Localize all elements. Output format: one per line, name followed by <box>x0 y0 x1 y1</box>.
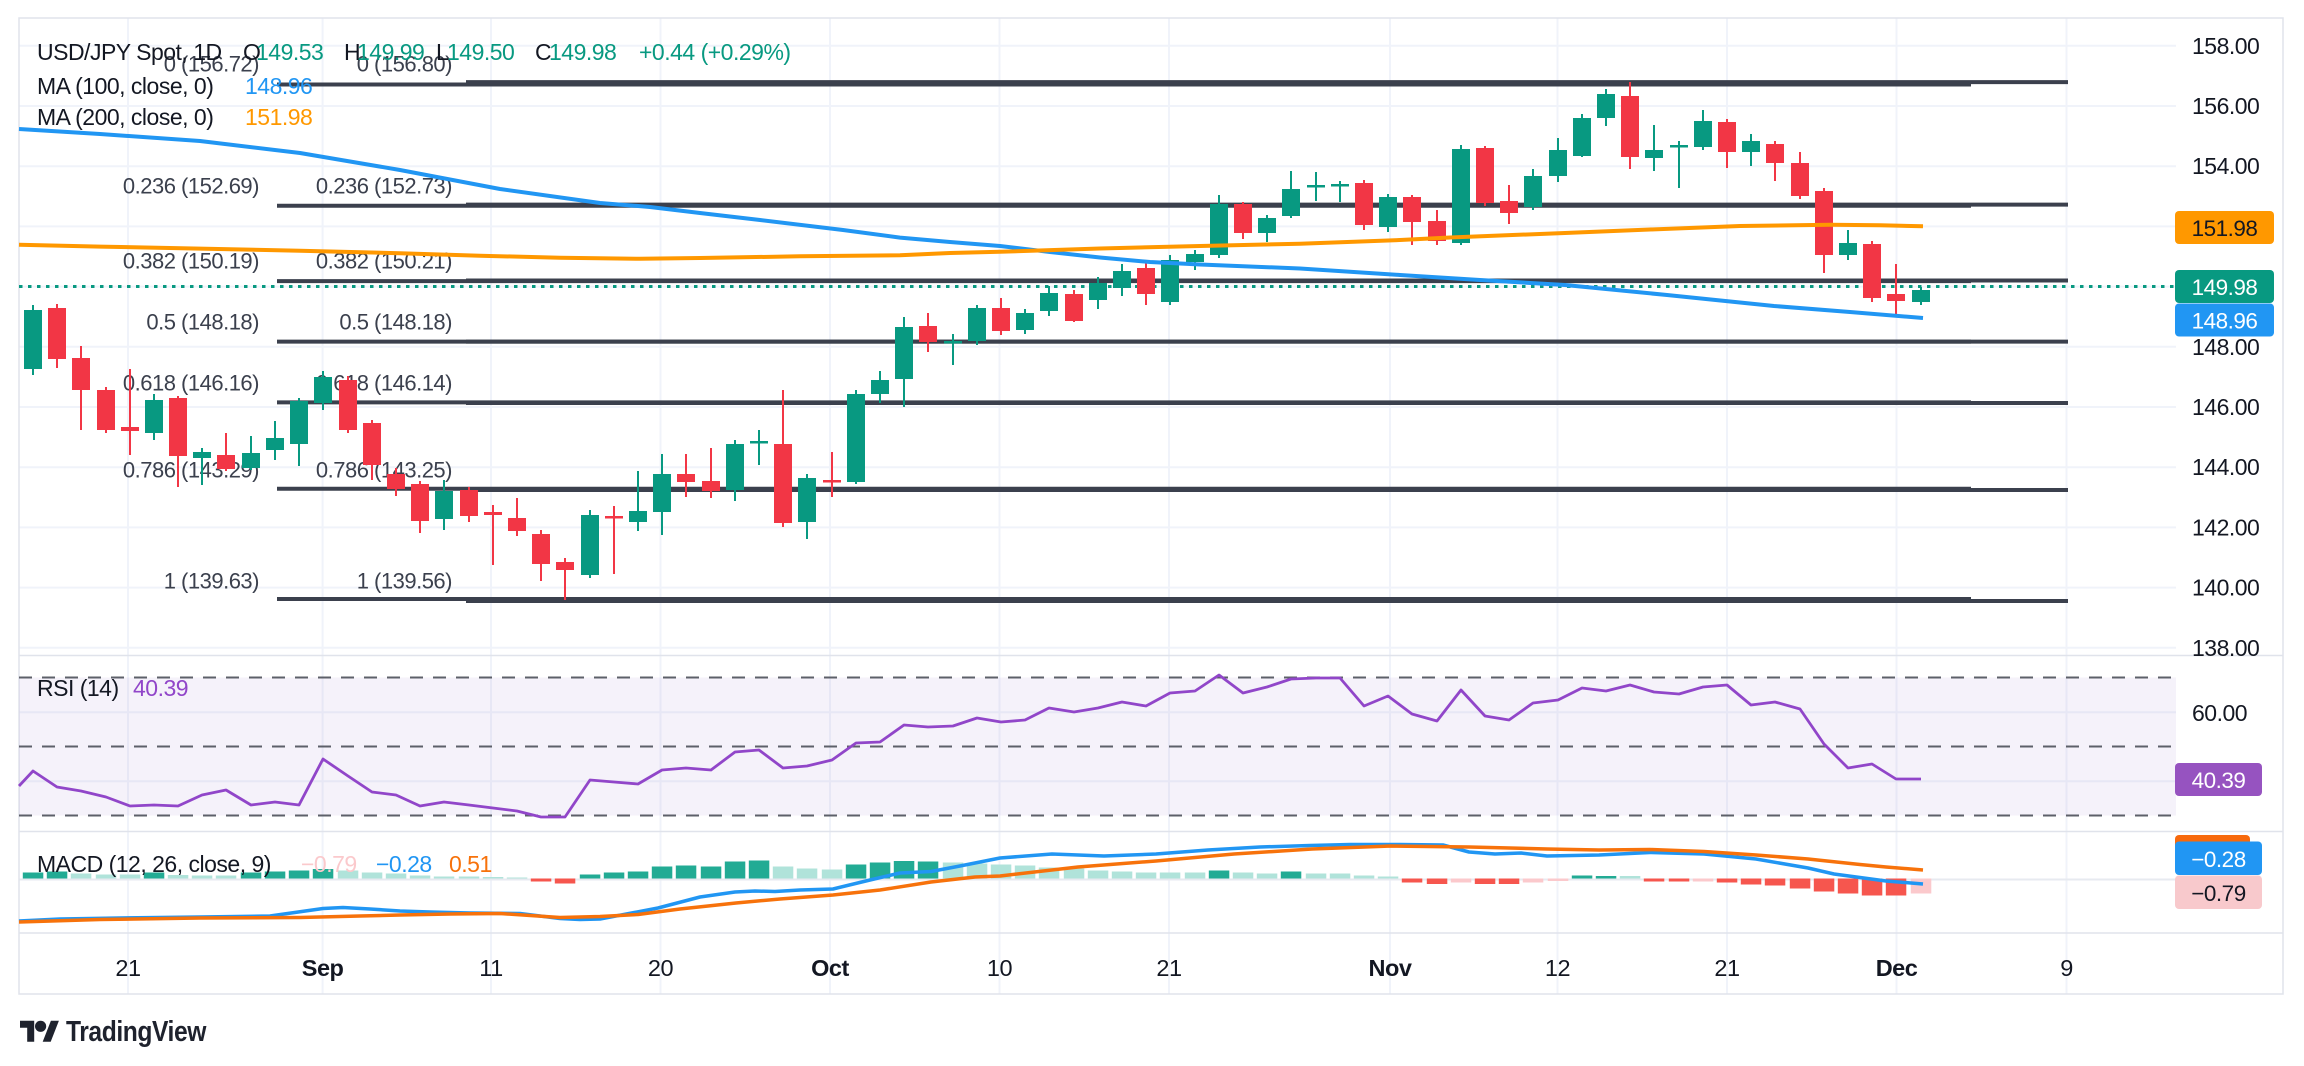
svg-text:MA (100, close, 0): MA (100, close, 0) <box>37 73 213 99</box>
svg-text:154.00: 154.00 <box>2192 153 2259 179</box>
svg-text:1 (139.56): 1 (139.56) <box>357 569 452 594</box>
svg-text:148.96: 148.96 <box>245 73 312 99</box>
svg-text:149.99: 149.99 <box>357 39 424 65</box>
svg-text:1 (139.63): 1 (139.63) <box>164 569 259 594</box>
svg-text:0.5 (148.18): 0.5 (148.18) <box>339 310 452 335</box>
svg-text:+0.44 (+0.29%): +0.44 (+0.29%) <box>639 39 791 65</box>
svg-text:40.39: 40.39 <box>2192 768 2246 793</box>
svg-text:148.96: 148.96 <box>2192 309 2258 334</box>
svg-text:TradingView: TradingView <box>66 1016 207 1048</box>
svg-text:12: 12 <box>1545 955 1570 981</box>
svg-text:L: L <box>436 39 449 65</box>
svg-text:0 (156.80): 0 (156.80) <box>357 52 452 77</box>
svg-text:10: 10 <box>987 955 1013 981</box>
svg-text:138.00: 138.00 <box>2192 635 2259 661</box>
svg-text:−0.79: −0.79 <box>2191 881 2245 906</box>
svg-text:H: H <box>344 39 360 65</box>
svg-text:0.618 (146.14): 0.618 (146.14) <box>316 371 452 396</box>
svg-text:−0.79: −0.79 <box>301 851 357 877</box>
svg-text:Oct: Oct <box>811 955 849 981</box>
svg-text:Dec: Dec <box>1876 955 1918 981</box>
svg-text:−0.28: −0.28 <box>376 851 432 877</box>
svg-text:149.98: 149.98 <box>2192 275 2258 300</box>
svg-text:0 (156.72): 0 (156.72) <box>164 52 259 77</box>
svg-text:C: C <box>535 39 551 65</box>
svg-text:MA (200, close, 0): MA (200, close, 0) <box>37 104 213 130</box>
svg-text:149.98: 149.98 <box>549 39 616 65</box>
svg-text:21: 21 <box>1156 955 1181 981</box>
svg-text:Nov: Nov <box>1369 955 1412 981</box>
svg-text:USD/JPY Spot, 1D: USD/JPY Spot, 1D <box>37 39 222 65</box>
svg-text:O: O <box>243 39 260 65</box>
svg-text:60.00: 60.00 <box>2192 700 2247 726</box>
svg-text:144.00: 144.00 <box>2192 454 2259 480</box>
svg-text:21: 21 <box>115 955 140 981</box>
svg-text:142.00: 142.00 <box>2192 514 2259 540</box>
svg-text:156.00: 156.00 <box>2192 93 2259 119</box>
svg-text:149.50: 149.50 <box>447 39 514 65</box>
svg-text:151.98: 151.98 <box>245 104 312 130</box>
svg-text:0.786 (143.29): 0.786 (143.29) <box>123 458 259 483</box>
svg-text:Sep: Sep <box>302 955 344 981</box>
svg-text:0.51: 0.51 <box>449 851 492 877</box>
svg-text:0.618 (146.16): 0.618 (146.16) <box>123 371 259 396</box>
svg-text:11: 11 <box>479 955 502 981</box>
svg-text:149.53: 149.53 <box>256 39 323 65</box>
svg-text:−0.28: −0.28 <box>2191 847 2245 872</box>
svg-text:146.00: 146.00 <box>2192 394 2259 420</box>
svg-text:9: 9 <box>2060 955 2073 981</box>
svg-text:MACD (12, 26, close, 9): MACD (12, 26, close, 9) <box>37 851 271 877</box>
svg-text:0.786 (143.25): 0.786 (143.25) <box>316 458 452 483</box>
svg-text:20: 20 <box>648 955 674 981</box>
svg-text:RSI (14): RSI (14) <box>37 675 119 701</box>
svg-text:148.00: 148.00 <box>2192 334 2259 360</box>
svg-text:151.98: 151.98 <box>2192 216 2258 241</box>
svg-text:140.00: 140.00 <box>2192 575 2259 601</box>
svg-text:21: 21 <box>1714 955 1739 981</box>
svg-text:0.5 (148.18): 0.5 (148.18) <box>146 310 259 335</box>
svg-text:40.39: 40.39 <box>133 675 188 701</box>
svg-text:158.00: 158.00 <box>2192 33 2259 59</box>
svg-text:0.382 (150.19): 0.382 (150.19) <box>123 249 259 274</box>
svg-text:0.236 (152.69): 0.236 (152.69) <box>123 174 259 199</box>
